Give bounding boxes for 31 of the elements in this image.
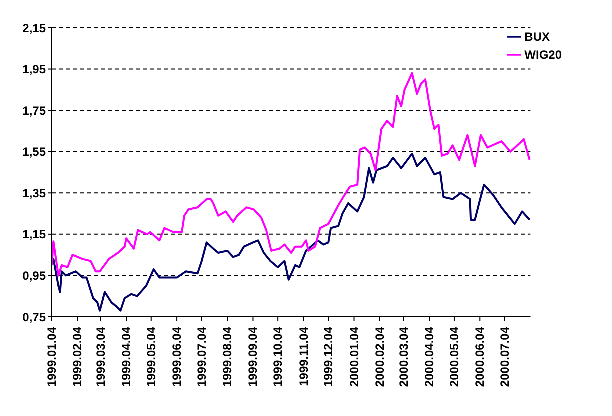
- line-series: [52, 152, 531, 312]
- x-tick-label: 1999.06.04: [170, 326, 184, 388]
- x-tick-label: 2000.02.04: [372, 326, 387, 388]
- y-tick-label: 2,15: [22, 21, 46, 36]
- legend-label: WIG20: [524, 48, 562, 62]
- y-tick-label: 0,75: [22, 310, 46, 324]
- y-tick-label: 0,95: [22, 268, 46, 283]
- x-tick-label: 1999.10.04: [271, 326, 286, 388]
- x-tick-label: 2000.01.04: [347, 326, 362, 388]
- x-tick-label: 1999.08.04: [220, 326, 235, 388]
- x-tick-label: 1999.09.04: [246, 326, 260, 388]
- line-series: [52, 72, 531, 277]
- y-tick-label: 1,15: [22, 228, 46, 242]
- x-tick-label: 1999.11.04: [296, 326, 311, 386]
- y-tick-label: 1,75: [22, 104, 46, 118]
- y-tick-label: 1,95: [22, 62, 46, 77]
- x-tick-label: 2000.06.04: [473, 326, 488, 388]
- x-tick-label: 1999.05.04: [144, 326, 158, 388]
- x-tick-label: 2000.03.04: [396, 326, 411, 388]
- x-tick-label: 1999.01.04: [45, 326, 59, 388]
- legend-label: BUX: [524, 30, 550, 44]
- x-tick-label: 2000.05.04: [447, 326, 462, 388]
- x-tick-label: 2000.04.04: [422, 326, 437, 388]
- x-tick-label: 2000.07.04: [498, 326, 512, 388]
- x-tick-label: 1999.12.04: [322, 326, 336, 388]
- x-tick-label: 1999.07.04: [194, 326, 209, 388]
- x-tick-label: 1999.02.04: [70, 326, 85, 388]
- x-tick-label: 1999.03.04: [94, 326, 108, 388]
- y-tick-label: 1,35: [22, 186, 46, 200]
- x-tick-label: 1999.04.04: [120, 326, 134, 388]
- y-tick-label: 1,55: [22, 145, 46, 160]
